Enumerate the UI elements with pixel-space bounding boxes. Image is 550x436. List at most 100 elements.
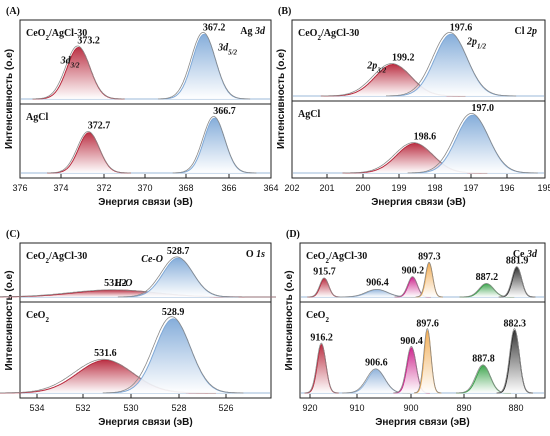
fit-curve — [102, 316, 244, 394]
x-tick-label: 364 — [263, 183, 278, 193]
plot-frame — [19, 242, 272, 399]
peak-fill — [304, 344, 339, 393]
x-axis-label: Энергия связи (эВ) — [375, 417, 469, 428]
fit-curve — [407, 113, 538, 174]
panel-c: 534 532 530 528 526 Энергия связи (эВ) Интенси… — [0, 229, 276, 428]
x-tick-label: 366 — [221, 183, 236, 193]
peak-fill — [414, 330, 442, 393]
peak-fill — [32, 47, 125, 99]
peak-value-label: 197.6 — [450, 22, 473, 33]
x-tick-label: 372 — [96, 183, 111, 193]
peak-value-label: 199.2 — [392, 53, 415, 64]
panel-label: (A) — [6, 6, 20, 17]
peak-value-label: 881.9 — [506, 255, 529, 266]
peak-value-label: 528.7 — [167, 246, 190, 257]
peak-fill — [386, 34, 517, 96]
peak-value-label: 900.4 — [400, 336, 423, 347]
fit-curve — [172, 116, 257, 174]
fit-curve — [386, 32, 517, 97]
panel-title: Ce 3d — [513, 249, 538, 260]
y-axis-label: Интенсивность (o.e) — [284, 270, 295, 370]
peak-value-label: 900.2 — [402, 265, 425, 276]
fit-curve — [47, 131, 131, 174]
peak-fill — [0, 290, 276, 297]
panel-b: 202 201 200 199 198 197 196 195 Энергия связи (э… — [276, 6, 550, 208]
peak-value-label: 372.7 — [88, 121, 111, 132]
x-tick-label: 890 — [456, 403, 471, 413]
peak-value-label: 531.2 — [104, 278, 127, 289]
peak-fill — [415, 263, 443, 297]
x-tick-label: 528 — [171, 403, 186, 413]
peak-value-label: 197.0 — [471, 103, 494, 114]
peak-type-label: 2p3/2 — [366, 61, 386, 75]
x-tick-label: 198 — [427, 183, 442, 193]
peak-fill — [456, 365, 511, 393]
peak-value-label: 915.7 — [313, 267, 336, 278]
peak-value-label: 897.3 — [418, 251, 441, 262]
panel-title: Cl 2p — [515, 26, 538, 37]
panel-label: (C) — [6, 229, 20, 240]
subplot-2: AgCl 372.7 366.7 — [21, 106, 270, 174]
subplot-1: CeO2/AgCl-30 199.2 197.6 — [293, 22, 544, 97]
peak-value-label: 198.6 — [414, 132, 437, 143]
fit-curve — [304, 342, 339, 394]
peak-value-label: 367.2 — [203, 22, 226, 33]
peak-value-label: 373.2 — [77, 36, 100, 47]
peak-fill — [393, 347, 430, 393]
sample-label: CeO2/AgCl-30 — [306, 251, 367, 265]
x-tick-label: 370 — [137, 183, 152, 193]
sample-label: CeO2/AgCl-30 — [26, 28, 87, 42]
peak-value-label: 528.9 — [162, 307, 185, 318]
peak-value-label: 887.2 — [476, 272, 499, 283]
panel-d: 920 910 900 890 880 Энергия связи (эВ) Интенси… — [284, 229, 546, 428]
subplot-1: CeO2/AgCl-30 531.2 528.7 — [0, 246, 276, 298]
x-tick-label: 534 — [29, 403, 44, 413]
peak-value-label: 906.6 — [365, 358, 388, 369]
peak-fill — [307, 278, 342, 297]
x-tick-label: 530 — [123, 403, 138, 413]
x-tick-label: 196 — [499, 183, 514, 193]
y-axis-label: Интенсивность (o.e) — [4, 49, 15, 149]
peak-value-label: 882.3 — [504, 319, 527, 330]
fit-curve — [496, 328, 533, 394]
subplot-2: CeO2 531.6 528.9 — [0, 307, 270, 394]
peak-value-label: 916.2 — [310, 333, 333, 344]
peak-fill — [102, 318, 244, 393]
panel-title: Ag 3d — [240, 26, 266, 37]
panel-title: O 1s — [246, 249, 265, 260]
x-tick-label: 201 — [319, 183, 334, 193]
x-axis-label: Энергия связи (эВ) — [98, 197, 192, 208]
fit-curve — [415, 262, 443, 298]
fit-curve — [307, 277, 342, 298]
sample-label: AgCl — [298, 109, 320, 120]
panel-label: (B) — [278, 6, 291, 17]
x-tick-label: 900 — [403, 403, 418, 413]
peak-value-label: 897.6 — [416, 319, 439, 330]
peak-fill — [496, 330, 533, 393]
x-tick-label: 197 — [463, 183, 478, 193]
peak-type-label: 3d5/2 — [217, 42, 237, 56]
peak-type-label: Ce-O — [141, 254, 163, 265]
peak-fill — [407, 115, 538, 173]
x-tick-label: 374 — [53, 183, 68, 193]
fit-curve — [414, 328, 442, 394]
sample-label: CeO2/AgCl-30 — [26, 251, 87, 265]
peak-fill — [459, 283, 515, 297]
peak-fill — [394, 277, 431, 297]
sample-label: CeO2/AgCl-30 — [298, 28, 359, 42]
y-axis-label: Интенсивность (o.e) — [4, 270, 15, 370]
peak-fill — [0, 360, 216, 393]
peak-fill — [158, 34, 251, 99]
fit-curve — [498, 266, 536, 298]
x-tick-label: 920 — [302, 403, 317, 413]
x-tick-label: 910 — [349, 403, 364, 413]
peak-fill — [320, 64, 466, 96]
x-tick-label: 202 — [284, 183, 299, 193]
subplot-1: CeO2/AgCl-30 915.7 906.4 900.2 897.3 887.2 881… — [301, 251, 544, 298]
panel-label: (D) — [286, 229, 300, 240]
y-axis-label: Интенсивность (o.e) — [276, 49, 287, 149]
peak-fill — [172, 118, 257, 173]
peak-fill — [336, 289, 419, 297]
peak-fill — [498, 267, 536, 297]
